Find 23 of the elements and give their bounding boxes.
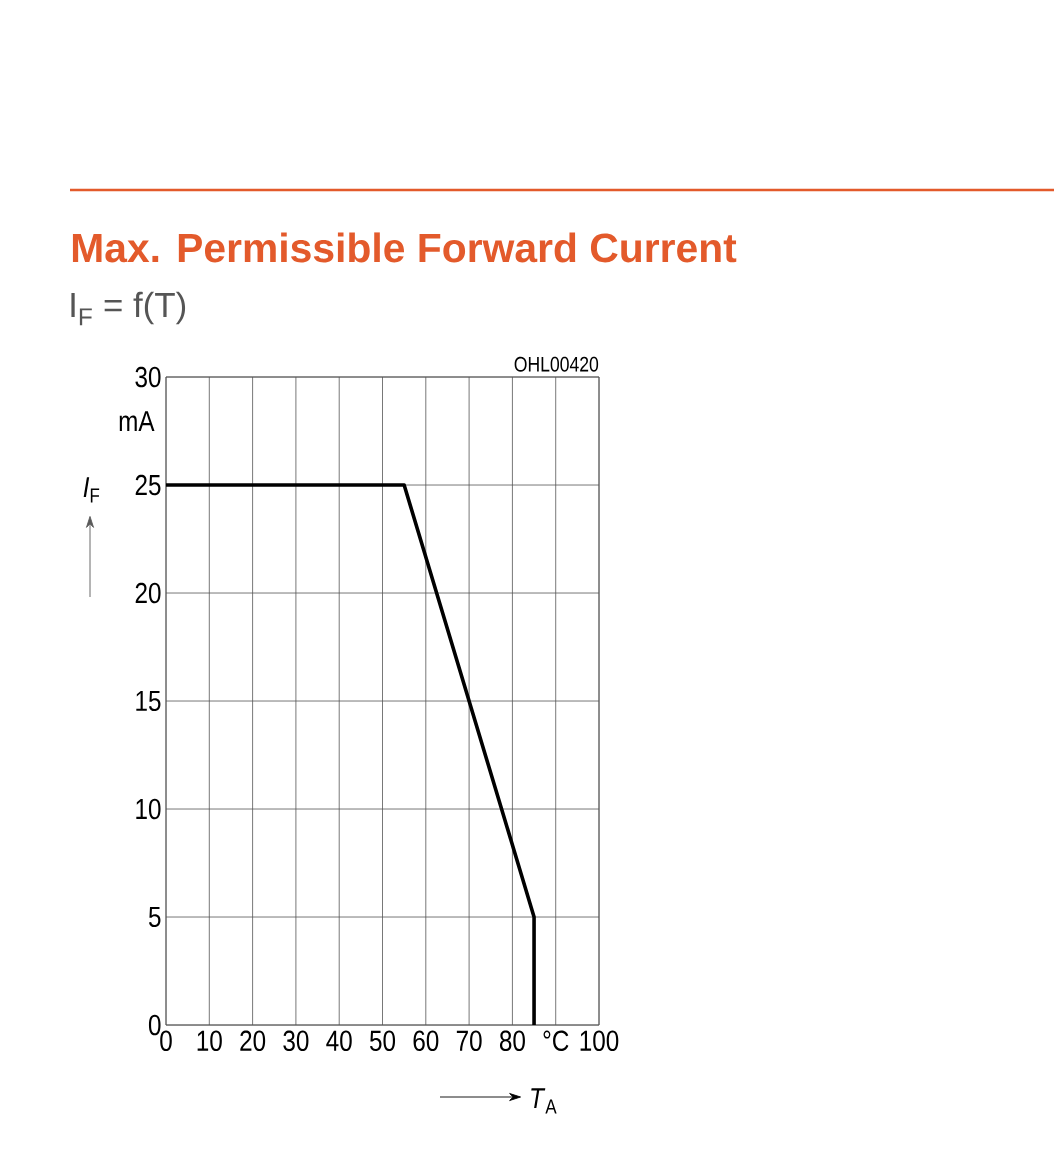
y-tick-label: 25 [135,474,161,496]
y-tick-label: 10 [136,798,161,820]
y-tick-label: 20 [135,582,161,604]
y-tick-label: 0 [148,1014,161,1036]
chart-subtitle: I$_{F}$ = f(T) [71,291,185,326]
text: OHL00420 [514,356,598,372]
y-axis-title: I$_{F}$ [83,477,100,503]
x-tick-label: 10 [197,1030,222,1051]
x-tick-label: 70 [456,1030,482,1051]
x-tick-label: 100 [580,1030,619,1051]
x-tick-label: °C [543,1030,569,1051]
y-tick-label: 30 [135,366,161,388]
x-tick-label: 40 [326,1030,352,1051]
x-axis-title: T$_{A}$ [531,1088,557,1114]
y-tick-label: 5 [148,906,161,928]
chart-title: Max. Permissible Forward Current [72,232,737,263]
x-tick-label: 60 [413,1030,439,1051]
text: mA [119,411,155,432]
y-tick-label: 15 [136,690,161,712]
x-tick-label: 20 [240,1030,266,1051]
x-tick-label: 30 [283,1030,309,1051]
x-tick-label: 50 [369,1030,395,1051]
x-tick-label: 80 [499,1030,525,1051]
